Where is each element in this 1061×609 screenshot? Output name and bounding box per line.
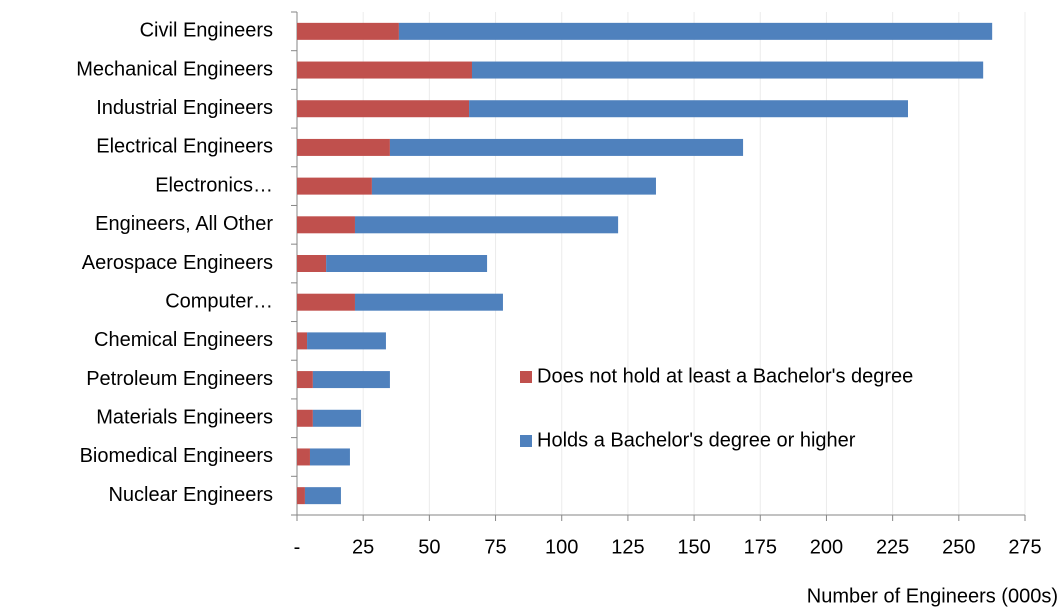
y-tick-label: Aerospace Engineers <box>82 252 273 274</box>
x-tick-label: 275 <box>1008 536 1041 558</box>
x-tick-label: 200 <box>810 536 843 558</box>
legend-swatch <box>520 435 532 447</box>
y-tick-label: Computer… <box>165 290 273 312</box>
bar-segment <box>389 138 744 156</box>
bar-segment <box>471 61 984 79</box>
y-tick-label: Petroleum Engineers <box>86 368 273 390</box>
x-tick-label: - <box>294 536 301 558</box>
bar-segment <box>307 332 386 350</box>
x-tick-label: 125 <box>611 536 644 558</box>
y-tick-label: Civil Engineers <box>140 20 273 42</box>
x-tick-label: 100 <box>545 536 578 558</box>
y-tick-label: Industrial Engineers <box>96 97 273 119</box>
bar-segment <box>297 293 355 311</box>
bar-segment <box>354 293 503 311</box>
bar-segment <box>304 487 341 505</box>
legend-swatch <box>520 371 532 383</box>
x-tick-label: 25 <box>352 536 374 558</box>
bar-segment <box>354 216 619 234</box>
bar-segment <box>326 255 488 272</box>
y-tick-label: Engineers, All Other <box>95 213 273 235</box>
bar-segment <box>398 22 993 40</box>
bar-segment <box>297 100 470 118</box>
x-tick-label: 50 <box>418 536 440 558</box>
bar-segment <box>297 255 327 272</box>
x-tick-label: 175 <box>744 536 777 558</box>
bar-segment <box>312 409 362 427</box>
y-tick-label: Mechanical Engineers <box>76 58 273 80</box>
legend-label: Holds a Bachelor's degree or higher <box>537 429 856 451</box>
bar-segment <box>309 448 350 466</box>
y-tick-label: Nuclear Engineers <box>108 484 273 506</box>
bar-segment <box>297 22 399 40</box>
bar-segment <box>297 332 308 350</box>
x-tick-label: 250 <box>942 536 975 558</box>
bar-segment <box>297 409 313 427</box>
x-tick-label: 75 <box>484 536 506 558</box>
y-tick-label: Biomedical Engineers <box>80 445 273 467</box>
bar-segment <box>297 216 355 234</box>
legend-label: Does not hold at least a Bachelor's degr… <box>537 365 913 387</box>
bar-segment <box>469 100 908 118</box>
bar-segment <box>297 487 305 505</box>
x-tick-label: 150 <box>677 536 710 558</box>
x-tick-label: 225 <box>876 536 909 558</box>
bar-segment <box>297 61 472 79</box>
bar-segment <box>297 138 390 156</box>
x-axis-title: Number of Engineers (000s) <box>807 585 1058 607</box>
bar-segment <box>297 448 310 466</box>
y-tick-label: Materials Engineers <box>96 407 273 429</box>
y-tick-label: Electrical Engineers <box>96 136 273 158</box>
bar-segment <box>297 371 313 389</box>
bar-segment <box>312 371 390 389</box>
y-tick-label: Electronics… <box>155 174 273 196</box>
y-tick-label: Chemical Engineers <box>94 329 273 351</box>
bar-segment <box>371 177 656 195</box>
bar-segment <box>297 177 372 195</box>
